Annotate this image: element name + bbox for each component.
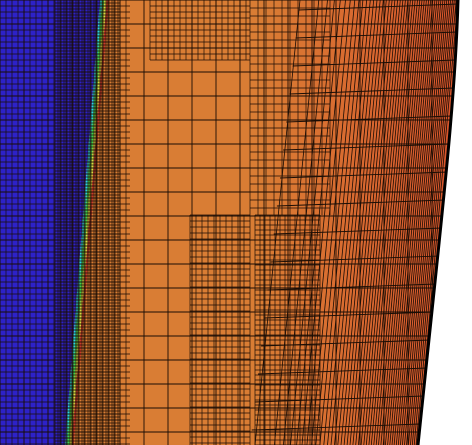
radial-grid-line [315, 0, 360, 445]
radial-grid-tie [289, 87, 455, 95]
radial-grid-line [365, 0, 409, 445]
radial-grid-line [380, 0, 423, 445]
radial-grid-line [411, 0, 453, 445]
radial-grid-line [306, 0, 351, 445]
radial-grid-line [360, 0, 404, 445]
radial-grid-line [415, 0, 457, 445]
radial-grid-line [404, 0, 446, 445]
radial-grid-line [408, 0, 450, 445]
radial-grid-line [406, 0, 448, 445]
radial-grid-line [274, 0, 320, 445]
radial-grid-line [410, 0, 451, 445]
radial-grid-line [391, 0, 434, 445]
radial-grid-line [400, 0, 442, 445]
radial-grid-line [370, 0, 414, 445]
radial-grid-line [311, 0, 356, 445]
radial-grid-line [301, 0, 346, 445]
radial-grid-tie [298, 3, 458, 11]
radial-grid-line [395, 0, 438, 445]
radial-grid-tie [273, 227, 443, 235]
radial-grid-line [296, 0, 341, 445]
radial-grid-line [355, 0, 398, 445]
radial-grid-line [393, 0, 436, 445]
radial-grid-line [283, 0, 328, 445]
radial-grid-line [254, 0, 301, 445]
radial-grid-tie [264, 311, 434, 319]
radial-grid-line [358, 0, 401, 445]
radial-grid-tie [295, 31, 458, 39]
radial-grid-line [387, 0, 429, 445]
radial-grid-line [290, 0, 335, 445]
radial-grid-line [368, 0, 411, 445]
radial-grid-tie [261, 339, 431, 347]
radial-grid-line [397, 0, 440, 445]
radial-grid-line [389, 0, 432, 445]
radial-grid-line [402, 0, 444, 445]
radial-grid-line [363, 0, 406, 445]
radial-grid-tie [254, 395, 424, 403]
radial-grid-tie [286, 115, 453, 123]
radial-grid-tie [251, 423, 421, 431]
radial-grid-tie [270, 255, 440, 263]
radial-grid-tie [276, 199, 446, 207]
radial-grid-line [319, 0, 364, 445]
radial-grid-line [385, 0, 427, 445]
radial-grid-tie [257, 367, 428, 375]
radial-grid-tie [279, 171, 448, 179]
radial-grid-line [323, 0, 368, 445]
radial-grid-line [378, 0, 421, 445]
fine-grid-lines [0, 0, 331, 445]
radial-grid-tie [267, 283, 438, 291]
radial-grid-line [375, 0, 418, 445]
radial-grid-tie [292, 59, 456, 67]
radial-grid-tie [283, 143, 451, 151]
radial-grid-line [382, 0, 425, 445]
radial-grid-line [413, 0, 455, 445]
radial-grid-line [373, 0, 416, 445]
outer-boundary [416, 0, 460, 445]
